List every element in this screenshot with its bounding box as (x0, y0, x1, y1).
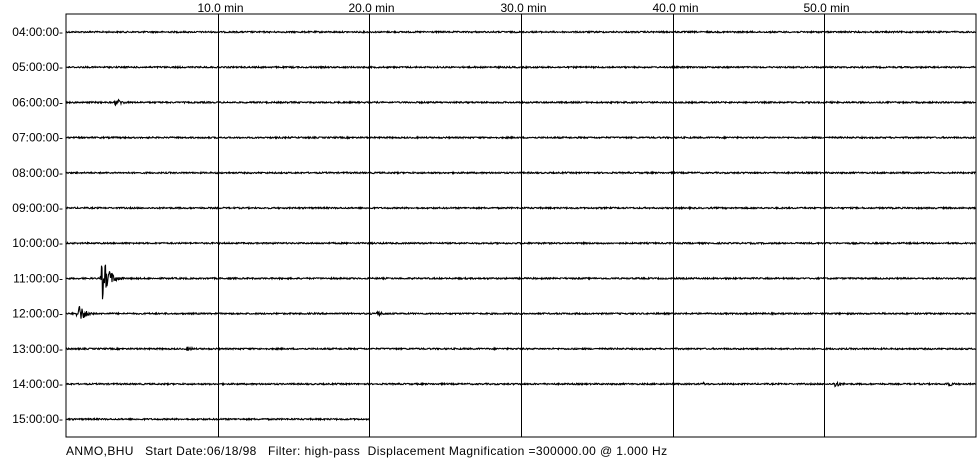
seismic-traces (65, 29, 977, 422)
trace-row (65, 264, 977, 300)
row-time-label: 14:00:00- (12, 377, 63, 391)
trace-row (65, 417, 370, 422)
trace-row (65, 98, 977, 107)
row-time-label: 08:00:00- (12, 166, 63, 180)
frequency-value: @ 1.000 Hz (599, 444, 668, 458)
row-time-label: 12:00:00- (12, 307, 63, 321)
trace-row (65, 346, 977, 352)
row-time-label: 06:00:00- (12, 95, 63, 109)
footer-caption: ANMO,BHU Start Date:06/18/98 Filter: hig… (66, 444, 668, 458)
station-code: ANMO,BHU (66, 444, 134, 458)
row-time-label: 10:00:00- (12, 236, 63, 250)
x-tick-label: 50.0 min (803, 1, 849, 15)
row-time-label: 07:00:00- (12, 131, 63, 145)
start-date-value: 06/18/98 (206, 444, 257, 458)
row-time-label: 04:00:00- (12, 25, 63, 39)
x-tick-label: 40.0 min (652, 1, 698, 15)
row-time-label: 13:00:00- (12, 342, 63, 356)
plot-grid (65, 13, 977, 438)
trace-row (65, 205, 977, 211)
row-time-label: 15:00:00- (12, 412, 63, 426)
magnification-label: Displacement Magnification = (367, 444, 536, 458)
trace-row (66, 64, 977, 70)
start-date-label: Start Date: (145, 444, 207, 458)
helicorder-plot: 10.0 min 20.0 min 30.0 min 40.0 min 50.0 min… (12, 1, 977, 438)
trace-row (65, 240, 977, 246)
row-time-label: 05:00:00- (12, 60, 63, 74)
trace-row (65, 380, 977, 388)
x-tick-label: 20.0 min (348, 1, 394, 15)
trace-row (65, 135, 977, 140)
filter-label: Filter: (267, 444, 301, 458)
row-time-label: 09:00:00- (12, 201, 63, 215)
row-time-label: 11:00:00- (13, 271, 63, 285)
x-tick-label: 30.0 min (500, 1, 546, 15)
trace-row (65, 306, 977, 319)
trace-row (65, 170, 977, 176)
magnification-value: 300000.00 (535, 444, 597, 458)
row-time-labels: 04:00:00- 05:00:00- 06:00:00- 07:00:00- 08:0… (12, 25, 63, 426)
x-tick-labels: 10.0 min 20.0 min 30.0 min 40.0 min 50.0 min (197, 1, 849, 15)
x-tick-label: 10.0 min (197, 1, 243, 15)
filter-value: high-pass (304, 444, 361, 458)
trace-row (65, 29, 977, 35)
